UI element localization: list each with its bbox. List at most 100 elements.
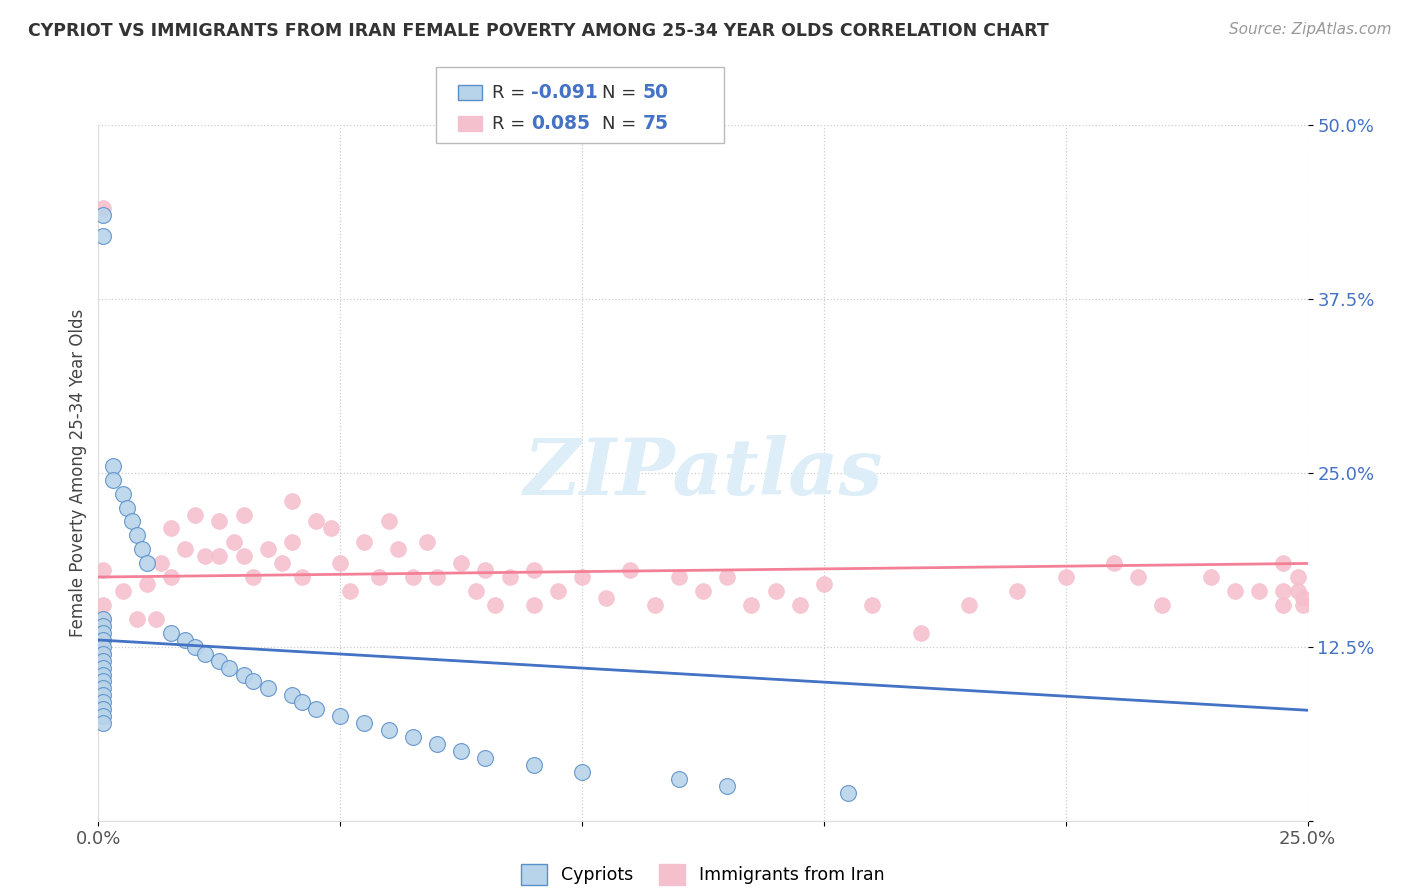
- Text: R =: R =: [492, 114, 531, 133]
- Point: [353, 535, 375, 549]
- Point: [242, 570, 264, 584]
- Point: [1292, 591, 1315, 605]
- Point: [194, 549, 217, 564]
- Point: [910, 625, 932, 640]
- Point: [91, 208, 114, 222]
- Point: [150, 556, 173, 570]
- Point: [208, 515, 231, 529]
- Point: [91, 674, 114, 689]
- Point: [91, 563, 114, 577]
- Point: [353, 716, 375, 731]
- Point: [91, 654, 114, 668]
- Point: [1007, 584, 1029, 599]
- Point: [571, 570, 593, 584]
- Point: [1286, 584, 1309, 599]
- Point: [91, 202, 114, 216]
- Point: [329, 709, 352, 723]
- Point: [484, 598, 506, 612]
- Point: [644, 598, 666, 612]
- Point: [1272, 556, 1295, 570]
- Point: [281, 493, 304, 508]
- Text: -0.091: -0.091: [531, 83, 598, 103]
- Text: 0.085: 0.085: [531, 114, 591, 133]
- Point: [1272, 584, 1295, 599]
- Point: [523, 598, 546, 612]
- Point: [117, 500, 139, 515]
- Point: [765, 584, 787, 599]
- Point: [242, 674, 264, 689]
- Point: [194, 647, 217, 661]
- Point: [547, 584, 569, 599]
- Point: [464, 584, 486, 599]
- Point: [474, 563, 496, 577]
- Point: [1272, 598, 1295, 612]
- Point: [91, 709, 114, 723]
- Point: [91, 598, 114, 612]
- Point: [271, 556, 294, 570]
- Point: [131, 542, 153, 557]
- Point: [1223, 584, 1246, 599]
- Point: [121, 515, 143, 529]
- Text: N =: N =: [602, 84, 641, 102]
- Point: [91, 625, 114, 640]
- Text: 50: 50: [643, 83, 668, 103]
- Point: [218, 660, 240, 674]
- Point: [305, 515, 328, 529]
- Point: [426, 737, 449, 751]
- Point: [595, 591, 617, 605]
- Legend: Cypriots, Immigrants from Iran: Cypriots, Immigrants from Iran: [515, 857, 891, 892]
- Point: [813, 577, 835, 591]
- Point: [402, 570, 425, 584]
- Y-axis label: Female Poverty Among 25-34 Year Olds: Female Poverty Among 25-34 Year Olds: [69, 309, 87, 637]
- Point: [290, 570, 312, 584]
- Point: [402, 730, 425, 744]
- Point: [91, 619, 114, 633]
- Point: [290, 695, 312, 709]
- Point: [91, 612, 114, 626]
- Point: [1128, 570, 1150, 584]
- Point: [305, 702, 328, 716]
- Text: 75: 75: [643, 114, 668, 133]
- Point: [339, 584, 361, 599]
- Point: [222, 535, 245, 549]
- Point: [368, 570, 391, 584]
- Point: [160, 570, 183, 584]
- Point: [91, 695, 114, 709]
- Point: [145, 612, 167, 626]
- Point: [619, 563, 641, 577]
- Point: [208, 549, 231, 564]
- Point: [1102, 556, 1125, 570]
- Point: [789, 598, 811, 612]
- Point: [91, 632, 114, 647]
- Point: [740, 598, 762, 612]
- Point: [1152, 598, 1174, 612]
- Point: [232, 508, 254, 522]
- Point: [450, 744, 472, 758]
- Point: [160, 521, 183, 535]
- Point: [91, 632, 114, 647]
- Point: [91, 667, 114, 681]
- Point: [957, 598, 980, 612]
- Point: [523, 758, 546, 772]
- Point: [91, 229, 114, 244]
- Point: [91, 647, 114, 661]
- Point: [523, 563, 546, 577]
- Point: [111, 584, 134, 599]
- Point: [498, 570, 520, 584]
- Point: [1199, 570, 1222, 584]
- Point: [232, 667, 254, 681]
- Point: [135, 577, 157, 591]
- Point: [426, 570, 449, 584]
- Point: [281, 689, 304, 703]
- Point: [174, 542, 197, 557]
- Text: R =: R =: [492, 84, 531, 102]
- Text: Source: ZipAtlas.com: Source: ZipAtlas.com: [1229, 22, 1392, 37]
- Text: CYPRIOT VS IMMIGRANTS FROM IRAN FEMALE POVERTY AMONG 25-34 YEAR OLDS CORRELATION: CYPRIOT VS IMMIGRANTS FROM IRAN FEMALE P…: [28, 22, 1049, 40]
- Point: [256, 681, 278, 696]
- Point: [135, 556, 157, 570]
- Point: [329, 556, 352, 570]
- Point: [101, 473, 124, 487]
- Point: [416, 535, 439, 549]
- Point: [692, 584, 714, 599]
- Point: [208, 654, 231, 668]
